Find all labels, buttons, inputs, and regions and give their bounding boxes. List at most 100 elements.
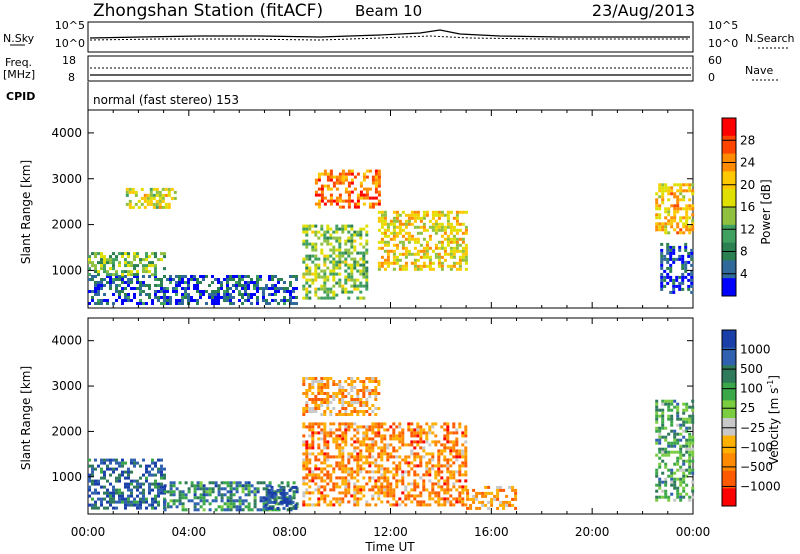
echo-cell <box>308 446 312 450</box>
echo-cell <box>395 434 399 438</box>
echo-cell <box>341 446 345 450</box>
echo-cell <box>425 467 429 471</box>
echo-cell <box>356 440 360 444</box>
echo-cell <box>407 425 411 429</box>
echo-cell <box>112 494 115 498</box>
echo-cell <box>247 490 251 494</box>
echo-cell <box>356 401 360 404</box>
echo-cell <box>308 272 312 276</box>
echo-cell <box>413 431 417 435</box>
echo-cell <box>353 455 357 459</box>
echo-cell <box>302 230 306 234</box>
echo-cell <box>151 302 154 305</box>
echo-cell <box>344 269 348 273</box>
echo-cell <box>679 483 683 487</box>
echo-cell <box>359 296 363 300</box>
echo-cell <box>302 440 306 444</box>
echo-cell <box>416 428 420 432</box>
echo-cell <box>416 264 420 268</box>
echo-cell <box>160 473 163 477</box>
echo-cell <box>338 452 342 456</box>
echo-cell <box>178 499 182 503</box>
echo-cell <box>422 237 426 241</box>
echo-cell <box>112 293 115 296</box>
echo-cell <box>679 444 683 448</box>
echo-cell <box>675 257 679 261</box>
echo-cell <box>238 505 242 509</box>
echo-cell <box>371 476 375 480</box>
echo-cell <box>181 302 184 305</box>
echo-cell <box>157 458 160 462</box>
echo-cell <box>335 181 339 185</box>
echo-cell <box>446 219 450 223</box>
echo-cell <box>356 470 360 474</box>
echo-cell <box>305 239 309 243</box>
echo-cell <box>283 290 286 293</box>
echo-cell <box>88 278 91 281</box>
echo-cell <box>395 470 399 474</box>
echo-cell <box>368 395 372 398</box>
echo-cell <box>97 284 100 287</box>
echo-cell <box>356 284 360 288</box>
echo-cell <box>661 414 665 418</box>
echo-cell <box>341 437 345 441</box>
echo-cell <box>326 398 330 401</box>
echo-cell <box>235 499 239 503</box>
echo-cell <box>688 228 692 232</box>
echo-cell <box>202 490 206 494</box>
echo-cell <box>685 429 689 433</box>
echo-cell <box>308 485 312 489</box>
echo-cell <box>380 237 384 241</box>
echo-cell <box>121 275 124 278</box>
echo-cell <box>392 261 396 265</box>
echo-cell <box>425 228 429 232</box>
echo-cell <box>431 213 435 217</box>
echo-cell <box>335 266 339 270</box>
echo-cell <box>259 287 262 290</box>
echo-cell <box>371 470 375 474</box>
echo-cell <box>341 392 345 395</box>
echo-cell <box>446 470 450 474</box>
echo-cell <box>458 261 462 265</box>
echo-cell <box>461 485 465 489</box>
echo-cell <box>666 281 670 285</box>
echo-cell <box>295 296 298 299</box>
echo-cell <box>118 293 121 296</box>
echo-cell <box>425 249 429 253</box>
echo-cell <box>118 500 121 504</box>
echo-cell <box>262 499 266 503</box>
echo-cell <box>277 484 281 488</box>
echo-cell <box>308 461 312 465</box>
echo-cell <box>347 199 351 203</box>
echo-cell <box>308 407 312 410</box>
echo-cell <box>323 455 327 459</box>
echo-cell <box>335 476 339 480</box>
echo-cell <box>383 488 387 492</box>
echo-cell <box>130 458 133 462</box>
echo-cell <box>407 494 411 498</box>
echo-cell <box>142 275 145 278</box>
echo-cell <box>377 181 381 185</box>
echo-cell <box>133 458 136 462</box>
echo-cell <box>502 500 506 504</box>
echo-cell <box>434 491 438 495</box>
echo-cell <box>419 216 423 220</box>
echo-cell <box>341 497 345 501</box>
echo-cell <box>124 287 127 290</box>
echo-cell <box>413 252 417 256</box>
echo-cell <box>220 281 223 284</box>
echo-cell <box>685 420 689 424</box>
echo-cell <box>672 284 676 288</box>
echo-cell <box>283 296 286 299</box>
echo-cell <box>380 219 384 223</box>
echo-cell <box>670 216 674 220</box>
echo-cell <box>145 270 148 274</box>
echo-cell <box>685 417 689 421</box>
echo-cell <box>320 431 324 435</box>
echo-cell <box>446 491 450 495</box>
echo-cell <box>121 290 124 293</box>
echo-cell <box>437 240 441 244</box>
echo-cell <box>434 440 438 444</box>
echo-cell <box>151 264 154 268</box>
echo-cell <box>133 479 136 483</box>
